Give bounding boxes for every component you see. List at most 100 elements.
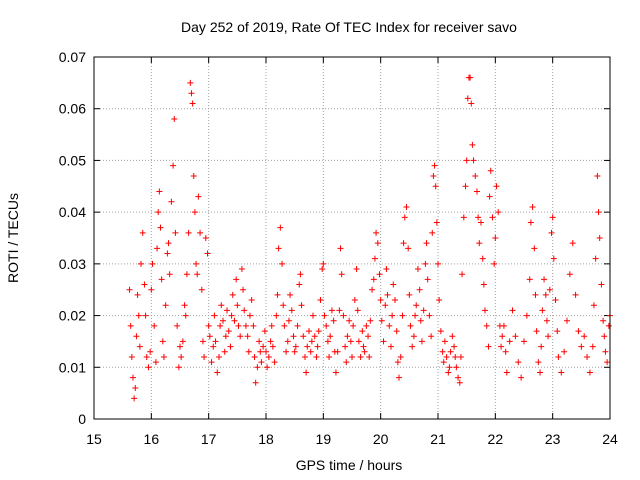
data-point (342, 343, 349, 350)
data-point (600, 317, 607, 324)
data-point (417, 317, 424, 324)
data-point (252, 379, 259, 386)
data-point (171, 116, 178, 123)
data-point (141, 281, 148, 288)
data-point (361, 348, 368, 355)
data-point (521, 338, 527, 345)
data-point (281, 322, 288, 329)
data-point (148, 286, 155, 293)
data-point (393, 328, 400, 335)
data-point (452, 353, 459, 360)
data-point (279, 260, 286, 267)
data-point (498, 343, 505, 350)
data-point (478, 219, 484, 226)
data-point (535, 359, 542, 366)
data-point (346, 317, 353, 324)
data-point (267, 338, 274, 345)
data-point (187, 79, 194, 86)
data-point (449, 333, 456, 340)
data-point (317, 297, 324, 304)
data-point (274, 291, 281, 298)
data-point (159, 338, 166, 345)
data-point (581, 333, 588, 340)
data-point (157, 224, 164, 231)
data-point (370, 276, 377, 283)
x-tick-label: 24 (602, 431, 618, 447)
data-point (598, 281, 605, 288)
data-point (344, 333, 351, 340)
data-point (211, 312, 218, 319)
data-point (422, 260, 429, 267)
data-point (554, 328, 561, 335)
data-point (222, 333, 229, 340)
data-point (541, 276, 548, 283)
data-point (170, 162, 177, 169)
data-point (539, 307, 546, 314)
data-point (383, 266, 390, 273)
data-point (542, 291, 549, 298)
data-point (147, 348, 154, 355)
data-point (326, 353, 333, 360)
data-point (467, 74, 474, 81)
data-point (499, 333, 506, 340)
data-point (292, 343, 299, 350)
data-point (165, 240, 172, 247)
data-point (578, 343, 585, 350)
data-point (268, 322, 275, 329)
data-point (234, 302, 241, 309)
data-point (446, 364, 453, 371)
data-point (365, 333, 372, 340)
data-point (407, 322, 414, 329)
data-point (495, 209, 502, 216)
data-point (436, 297, 443, 304)
data-point (145, 364, 152, 371)
data-point (351, 297, 358, 304)
data-point (260, 343, 267, 350)
data-point (201, 353, 208, 360)
data-point (555, 353, 562, 360)
data-point (437, 328, 444, 335)
data-point (166, 271, 173, 278)
data-point (136, 343, 143, 350)
data-point (401, 214, 408, 221)
data-point (387, 343, 394, 350)
data-point (561, 348, 568, 355)
data-point (152, 359, 159, 366)
data-point (426, 312, 433, 319)
data-point (191, 209, 198, 216)
data-point (306, 328, 312, 335)
x-tick-label: 16 (144, 431, 160, 447)
data-point (456, 379, 463, 386)
data-point (378, 317, 385, 324)
data-point (487, 167, 494, 174)
data-point (134, 291, 141, 298)
data-point (482, 307, 489, 314)
data-point (332, 369, 339, 376)
data-point (492, 235, 499, 241)
data-point (552, 297, 559, 304)
data-point (353, 266, 360, 273)
data-point (453, 364, 460, 371)
data-point (433, 219, 440, 226)
data-point (217, 322, 224, 329)
data-point (389, 312, 396, 319)
data-point (431, 162, 438, 169)
data-point (527, 219, 534, 226)
data-point (284, 338, 291, 345)
data-point (238, 266, 245, 273)
data-point (400, 240, 407, 247)
data-point (479, 255, 486, 262)
data-point (224, 307, 231, 314)
data-point (418, 338, 425, 345)
data-point (321, 312, 328, 319)
data-point (441, 338, 448, 345)
data-point (414, 266, 421, 273)
data-point (328, 307, 335, 314)
data-point (277, 224, 284, 231)
data-point (244, 333, 251, 340)
data-point (489, 214, 496, 221)
data-point (172, 229, 179, 236)
data-point (242, 322, 249, 329)
data-point (575, 328, 582, 335)
